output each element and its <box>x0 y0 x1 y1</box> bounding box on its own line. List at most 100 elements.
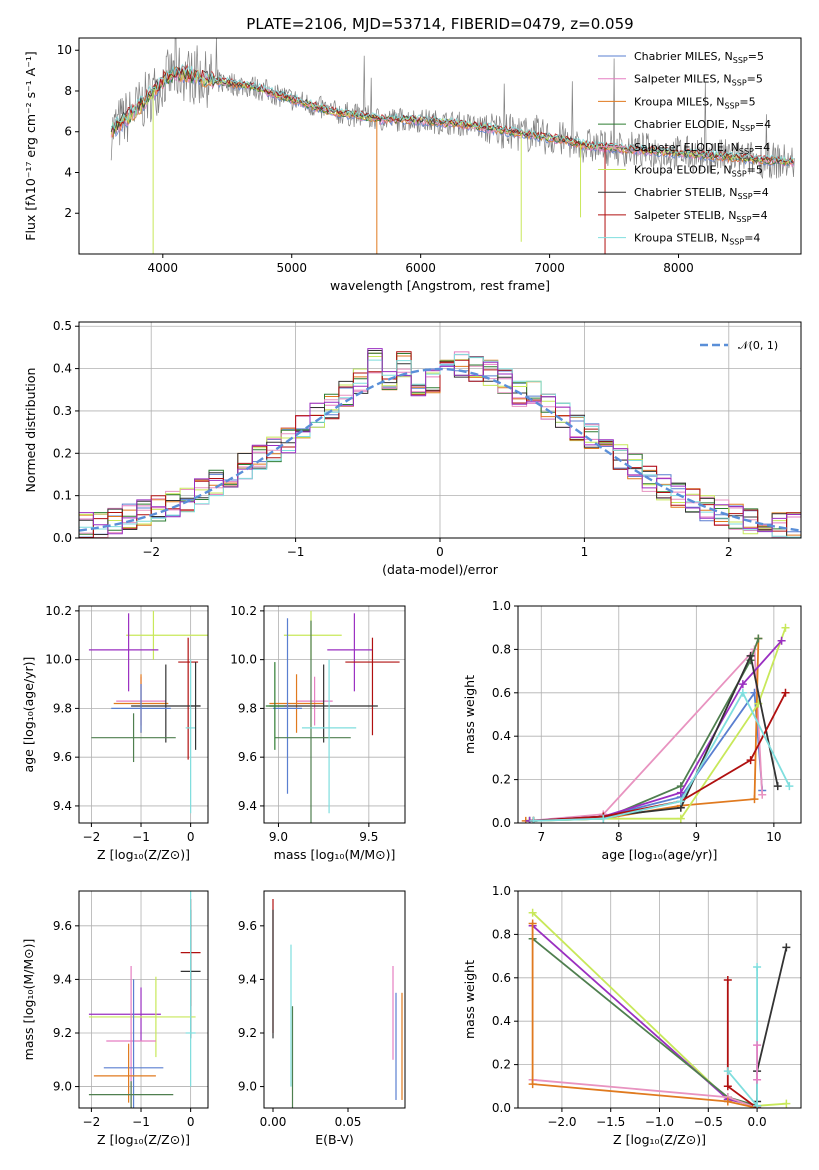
axes-frame <box>78 605 209 824</box>
x-tick-label: 10 <box>766 830 781 844</box>
point-marker <box>753 1101 762 1108</box>
plot-area <box>110 38 795 254</box>
point-marker <box>753 1041 762 1050</box>
point-marker <box>758 790 767 799</box>
panel-mass-vs-Z: −2 −1 0 9.0 9.2 9.4 9.6 Z [log₁₀(Z/Z⊙)] mass [lo… <box>21 890 209 1147</box>
x-tick-label: 9 <box>693 830 701 844</box>
y-tick-label: 9.4 <box>238 799 257 813</box>
x-tick-label: −1.0 <box>645 1115 674 1129</box>
y-axis-label: mass weight <box>462 960 477 1039</box>
plot-area <box>88 891 201 1108</box>
point-marker <box>529 816 538 823</box>
y-tick-label: 0.2 <box>53 446 72 460</box>
x-tick-label: 0 <box>187 830 195 844</box>
x-tick-label: −2 <box>83 1115 101 1129</box>
x-tick-label: −1.5 <box>596 1115 625 1129</box>
legend-entry: Kroupa MILES, NSSP=5 <box>634 95 756 110</box>
y-tick-label: 9.4 <box>53 972 72 986</box>
y-tick-label: 0.3 <box>53 404 72 418</box>
x-tick-label: −1 <box>132 830 150 844</box>
point-marker <box>723 1082 732 1091</box>
plot-area <box>528 908 791 1108</box>
y-tick-label: 9.4 <box>53 799 72 813</box>
y-tick-label: 9.2 <box>238 1026 257 1040</box>
x-axis-label: age [log₁₀(age/yr)] <box>602 847 718 862</box>
plot-area <box>272 899 403 1108</box>
x-tick-label: 4000 <box>148 261 179 275</box>
x-tick-label: 7000 <box>534 261 565 275</box>
axes-frame <box>78 321 802 539</box>
x-tick-label: −2 <box>142 545 160 559</box>
axes-frame <box>517 605 802 824</box>
point-marker <box>528 919 537 928</box>
point-marker <box>777 636 786 645</box>
x-axis-label: mass [log₁₀(M/M⊙)] <box>274 847 396 862</box>
spectrum-model-line <box>110 68 794 164</box>
point-marker <box>723 1097 732 1106</box>
y-tick-label: 0.0 <box>492 1101 511 1115</box>
point-marker <box>746 651 755 660</box>
y-tick-label: 0.2 <box>492 773 511 787</box>
x-tick-label: 9.0 <box>269 830 288 844</box>
point-marker <box>746 756 755 765</box>
y-tick-label: 0.4 <box>53 362 72 376</box>
y-tick-label: 9.6 <box>238 919 257 933</box>
point-marker <box>785 782 794 791</box>
axes-frame <box>78 890 209 1109</box>
y-tick-label: 9.0 <box>238 1080 257 1094</box>
x-tick-label: 0 <box>187 1115 195 1129</box>
x-tick-label: 8 <box>615 830 623 844</box>
plot-area <box>521 623 794 823</box>
legend-entry: 𝒩(0, 1) <box>738 339 778 352</box>
y-tick-label: 1.0 <box>492 884 511 898</box>
spectrum-model-line <box>110 63 794 164</box>
plot-area <box>265 610 400 823</box>
point-marker <box>782 1099 791 1108</box>
x-tick-label: −1 <box>132 1115 150 1129</box>
y-tick-label: 9.0 <box>53 1080 72 1094</box>
series-line <box>529 640 783 822</box>
legend-entry: Salpeter STELIB, NSSP=4 <box>634 209 768 224</box>
panel-weight-vs-Z: −2.0 −1.5 −1.0 −0.5 0.0 0.0 0.2 0.4 0.6 0.8 1.0 Z [… <box>462 884 802 1147</box>
panel-age-vs-Z: −2 −1 0 9.4 9.6 9.8 10.0 10.2 Z [log₁₀(Z/Z⊙)] age… <box>21 604 209 862</box>
y-axis-label: Flux [fλ10⁻¹⁷ erg cm⁻² s⁻¹ A⁻¹] <box>23 51 38 240</box>
spectrum-legend: Chabrier MILES, NSSP=5 Salpeter MILES, NS… <box>598 50 771 247</box>
y-tick-label: 10.0 <box>45 653 72 667</box>
point-marker <box>782 943 791 952</box>
axes-frame <box>263 890 406 1109</box>
axes-frame <box>263 605 406 824</box>
y-axis-label: mass weight <box>462 675 477 754</box>
point-marker <box>781 623 790 632</box>
y-tick-label: 0.4 <box>492 729 511 743</box>
panel-weight-vs-age: 7 8 9 10 0.0 0.2 0.4 0.6 0.8 1.0 age [log₁₀(age/yr… <box>462 599 802 862</box>
x-tick-label: 1 <box>581 545 589 559</box>
series-line <box>532 925 758 1107</box>
x-tick-label: 6000 <box>405 261 436 275</box>
y-tick-label: 4 <box>64 165 72 179</box>
y-tick-label: 10.2 <box>230 604 257 618</box>
panel-spectrum: 4000 5000 6000 7000 8000 2 4 6 8 10 wavelength [An… <box>23 15 802 293</box>
y-tick-label: 0.5 <box>53 319 72 333</box>
x-axis-label: Z [log₁₀(Z/Z⊙)] <box>97 847 190 862</box>
y-axis-label: Normed distribution <box>23 368 38 493</box>
x-tick-label: 2 <box>725 545 733 559</box>
y-tick-label: 9.4 <box>238 972 257 986</box>
point-marker <box>754 634 763 643</box>
point-marker <box>528 908 537 917</box>
y-tick-label: 9.6 <box>53 750 72 764</box>
y-tick-label: 0.6 <box>492 971 511 985</box>
panel-age-vs-mass: 9.0 9.5 9.4 9.6 9.8 10.0 10.2 mass [log₁₀(M/M⊙)… <box>230 604 406 862</box>
x-tick-label: −2.0 <box>547 1115 576 1129</box>
y-tick-label: 9.2 <box>53 1026 72 1040</box>
legend-entry: Salpeter MILES, NSSP=5 <box>634 73 763 88</box>
point-marker <box>723 975 732 984</box>
legend-entry: Chabrier MILES, NSSP=5 <box>634 50 764 65</box>
x-axis-label: wavelength [Angstrom, rest frame] <box>330 278 550 293</box>
x-axis-label: (data-model)/error <box>382 562 499 577</box>
y-tick-label: 0.4 <box>492 1014 511 1028</box>
legend-entry: Chabrier STELIB, NSSP=4 <box>634 186 769 201</box>
y-tick-label: 0.0 <box>53 531 72 545</box>
x-axis-label: Z [log₁₀(Z/Z⊙)] <box>97 1132 190 1147</box>
plot-area <box>79 348 801 538</box>
